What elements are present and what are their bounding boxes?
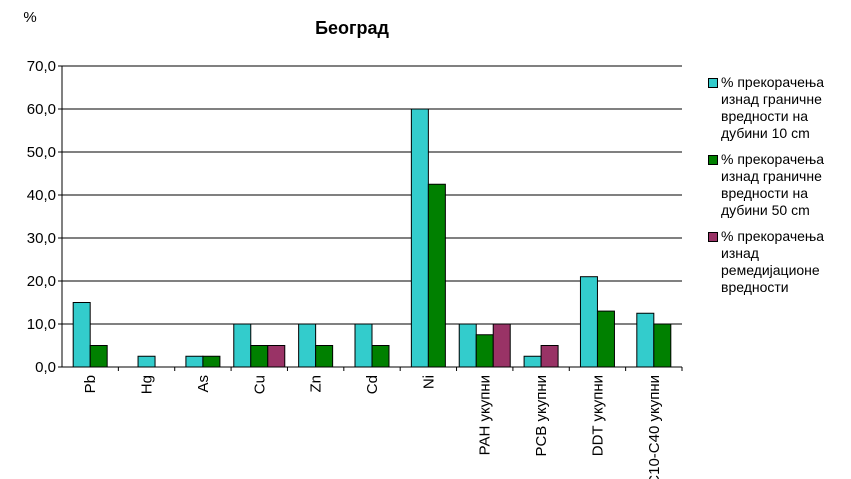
bar (267, 345, 286, 368)
bar (540, 345, 559, 368)
x-tick-label: C10-C40 укупни (646, 375, 663, 479)
bar (354, 323, 373, 368)
x-tick-label: Zn (308, 375, 325, 393)
legend-label: % прекорачења изнад ремедијационе вредно… (721, 228, 825, 295)
bar (427, 183, 446, 368)
y-tick-label: 10,0 (27, 316, 56, 333)
bar (202, 355, 221, 368)
bar (298, 323, 317, 368)
bar (492, 323, 511, 368)
y-tick-label: 30,0 (27, 230, 56, 247)
x-tick-label: Ni (420, 375, 437, 389)
x-tick-label: DDT укупни (589, 375, 606, 456)
bar (596, 310, 615, 368)
bar (475, 334, 494, 368)
y-axis-label: % (23, 9, 36, 26)
bar (653, 323, 672, 368)
x-tick-label: Cd (364, 375, 381, 394)
y-tick-label: 50,0 (27, 144, 56, 161)
bar (410, 108, 429, 368)
bar (89, 345, 108, 368)
x-tick-label: PAH укупни (477, 375, 494, 455)
x-tick-label: As (195, 375, 212, 393)
y-tick-label: 40,0 (27, 187, 56, 204)
legend-swatch (708, 78, 718, 88)
bar (185, 355, 204, 368)
x-tick-label: Cu (251, 375, 268, 394)
y-tick-label: 0,0 (35, 359, 56, 376)
x-tick-label: Hg (139, 375, 156, 394)
bar (72, 302, 91, 368)
legend-label: % прекорачења изнад граничне вредности н… (721, 151, 825, 218)
bar (458, 323, 477, 368)
bar (371, 345, 390, 368)
y-tick-label: 60,0 (27, 101, 56, 118)
bar (250, 345, 269, 368)
legend-item: % прекорачења изнад ремедијационе вредно… (708, 228, 848, 296)
legend-item: % прекорачења изнад граничне вредности н… (708, 74, 848, 142)
y-tick-label: 70,0 (27, 58, 56, 75)
legend-item: % прекорачења изнад граничне вредности н… (708, 151, 848, 219)
x-tick-label: Pb (82, 375, 99, 393)
y-tick-label: 20,0 (27, 273, 56, 290)
x-tick-label: PCB укупни (533, 375, 550, 457)
bar (315, 345, 334, 368)
bar (579, 276, 598, 368)
bar (636, 312, 655, 368)
legend-swatch (708, 232, 718, 242)
chart-title: Београд (315, 18, 389, 38)
legend-swatch (708, 155, 718, 165)
legend-label: % прекорачења изнад граничне вредности н… (721, 74, 825, 141)
bar (137, 355, 156, 368)
bar (523, 355, 542, 368)
legend: % прекорачења изнад граничне вредности н… (708, 74, 848, 305)
bar (233, 323, 252, 368)
